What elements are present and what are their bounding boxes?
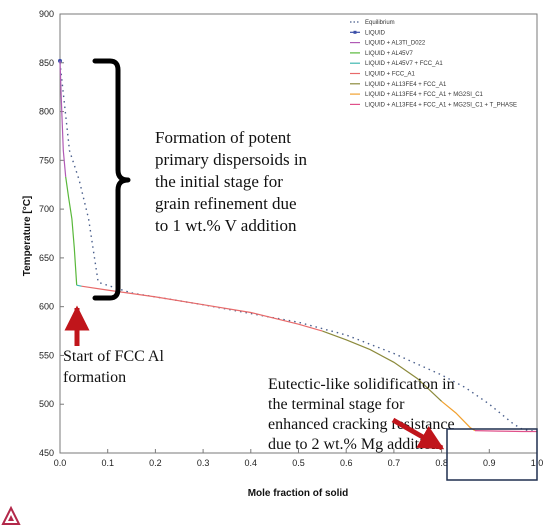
y-tick-label: 850 [39,58,54,68]
y-tick-label: 750 [39,155,54,165]
y-axis-title: Temperature [°C] [22,196,33,277]
fcc-start-annotation: Start of FCC Al formation [63,348,168,386]
y-tick-label: 650 [39,253,54,263]
eutectic-arrow [391,417,445,451]
y-tick-label: 500 [39,399,54,409]
x-tick-label: 0.4 [245,458,258,468]
y-axis-ticks: 450 500 550 600 650 700 750 800 850 900 [39,9,64,458]
x-tick-label: 0.2 [149,458,162,468]
series-line [59,60,67,177]
legend-label: LIQUID + AL45V7 + FCC_A1 [365,61,443,67]
series-layer [58,58,538,433]
curly-brace [92,58,131,301]
legend: Equilibrium LIQUID LIQUID + AL3TI_D022 LIQU… [350,20,517,108]
legend-label: LIQUID + FCC_A1 [365,72,416,78]
x-tick-label: 0.3 [197,458,210,468]
legend-label: LIQUID + AL3TI_D022 [365,41,426,47]
x-tick-label: 0.7 [388,458,401,468]
legend-label: LIQUID + AL13FE4 + FCC_A1 [365,82,447,88]
y-tick-label: 800 [39,107,54,117]
x-tick-label: 0.1 [101,458,114,468]
series-line [76,284,82,287]
eutectic-highlight-box [446,428,538,481]
x-axis-title: Mole fraction of solid [248,488,349,499]
x-tick-label: 0.6 [340,458,353,468]
series-line [474,430,537,433]
y-tick-label: 700 [39,204,54,214]
brace-annotation: Formation of potent primary dispersoids … [155,128,311,235]
x-tick-label: 0.0 [54,458,67,468]
legend-label: Equilibrium [365,20,395,26]
legend-label: LIQUID + AL13FE4 + FCC_A1 + MG2SI_C1 [365,92,484,98]
x-tick-label: 0.9 [483,458,496,468]
y-tick-label: 550 [39,350,54,360]
series-line [322,330,443,402]
legend-marker [353,30,357,34]
legend-label: LIQUID + AL13FE4 + FCC_A1 + MG2SI_C1 + T… [365,102,517,108]
legend-label: LIQUID [365,30,386,36]
y-tick-label: 450 [39,448,54,458]
y-tick-label: 600 [39,302,54,312]
plot-area [59,13,538,454]
x-tick-label: 0.5 [292,458,305,468]
triangle-logo-icon [1,505,21,525]
legend-label: LIQUID + AL45V7 [365,51,414,57]
x-tick-label: 0.8 [435,458,448,468]
series-line [81,285,323,332]
series-line [65,176,78,286]
y-tick-label: 900 [39,9,54,19]
